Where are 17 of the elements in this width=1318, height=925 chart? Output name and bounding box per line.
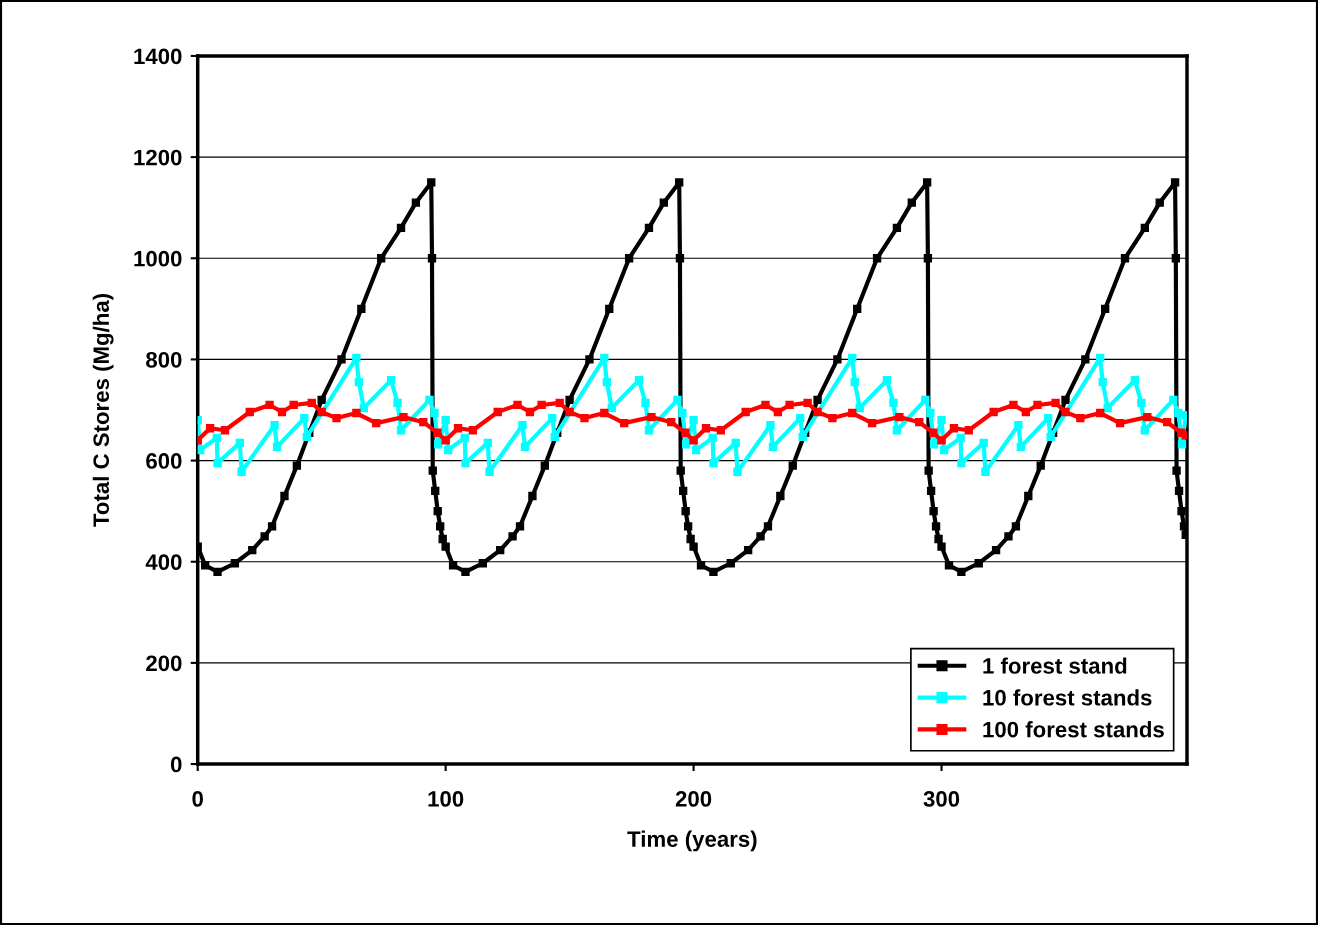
legend-label: 1 forest stand [983,657,1127,674]
y-tick-label: 800 [146,351,182,368]
y-tick-label: 400 [145,554,182,571]
y-axis-title: Total C Stores (Mg/ha) [92,294,114,527]
y-tick-label: 200 [146,655,182,672]
x-tick-label: 200 [675,791,712,807]
y-tick-label: 1200 [134,149,182,166]
x-axis-title: Time (years) [627,830,757,852]
legend-label: 100 forest stands [983,721,1164,738]
x-tick-label: 100 [428,791,464,807]
y-tick-label: 0 [170,756,182,773]
x-tick-label: 0 [192,791,203,807]
y-tick-label: 600 [146,453,182,469]
legend-label: 10 forest stands [983,689,1152,706]
y-tick-label: 1400 [134,48,182,65]
y-tick-label: 1000 [134,250,182,267]
x-tick-label: 300 [923,791,960,807]
